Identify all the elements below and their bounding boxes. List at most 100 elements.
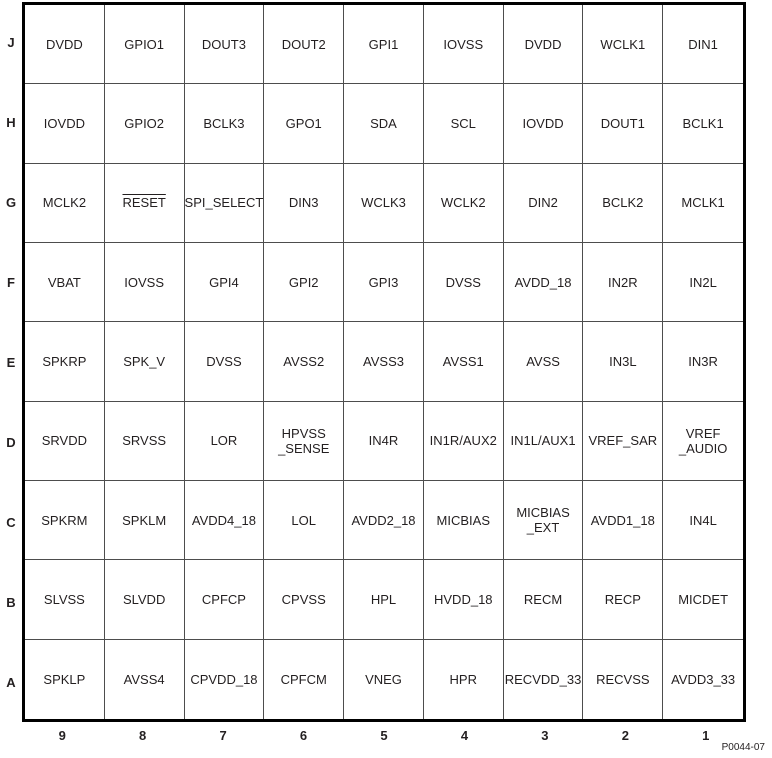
pin-name: GPO1 xyxy=(285,115,322,131)
ball-H3: IOVDD xyxy=(503,84,584,164)
pin-name: GPI3 xyxy=(368,274,399,290)
pin-name: CPVDD_18 xyxy=(190,671,258,687)
pin-name: SLVDD xyxy=(122,591,166,607)
pin-name: SPKRP xyxy=(42,353,87,369)
pin-name: SLVSS xyxy=(43,591,85,607)
col-label-3: 3 xyxy=(541,727,549,743)
pin-name: IN4R xyxy=(368,433,399,449)
col-label-2: 2 xyxy=(621,727,629,743)
pin-name: WCLK2 xyxy=(440,195,486,211)
pin-name: GPI1 xyxy=(368,36,399,52)
pin-name: HPVSS _SENSE xyxy=(278,425,330,456)
pin-name: HVDD_18 xyxy=(434,591,493,607)
ball-D2: VREF_SAR xyxy=(583,401,664,481)
pin-name: HPL xyxy=(370,591,397,607)
ball-E4: AVSS1 xyxy=(423,322,504,402)
pin-name: DIN3 xyxy=(288,195,319,211)
pin-name: AVSS4 xyxy=(123,671,165,687)
pin-name: IN2R xyxy=(608,274,638,290)
ball-H7: BCLK3 xyxy=(184,84,265,164)
pin-name: AVSS3 xyxy=(363,353,404,369)
ball-E5: AVSS3 xyxy=(344,322,424,402)
ball-B7: CPFCP xyxy=(184,560,265,640)
ball-B1: MICDET xyxy=(663,560,743,640)
pin-name: DIN1 xyxy=(688,36,718,52)
ball-A3: RECVDD_33 xyxy=(504,639,584,719)
ball-B9: SLVSS xyxy=(25,560,105,640)
pin-name: DOUT2 xyxy=(281,36,326,52)
ball-C4: MICBIAS xyxy=(423,481,504,561)
pin-name: IOVDD xyxy=(43,115,85,131)
pin-name: IN3R xyxy=(688,353,718,369)
ball-H5: SDA xyxy=(344,84,424,164)
ball-A1: AVDD3_33 xyxy=(663,640,743,719)
ball-F9: VBAT xyxy=(25,243,105,323)
ball-B8: SLVDD xyxy=(104,560,185,640)
ball-C1: IN4L xyxy=(663,481,743,561)
ball-C3: MICBIAS _EXT xyxy=(503,481,584,561)
pin-name: SRVDD xyxy=(41,433,88,449)
pin-name: AVSS xyxy=(526,353,560,369)
pin-name: IN3L xyxy=(609,353,637,369)
row-label-J: J xyxy=(7,34,15,50)
pin-name: AVDD_18 xyxy=(514,274,572,290)
ball-B4: HVDD_18 xyxy=(423,560,504,640)
pin-name: LOL xyxy=(291,512,316,528)
pin-name: BCLK2 xyxy=(602,195,644,211)
pin-name: GPIO1 xyxy=(124,36,165,52)
ball-E3: AVSS xyxy=(503,322,584,402)
ball-G4: WCLK2 xyxy=(423,163,504,243)
ball-D8: SRVSS xyxy=(104,401,185,481)
row-label-column: J H G F E D C B A xyxy=(0,2,22,722)
pin-name: RECVSS xyxy=(596,671,650,687)
ball-G9: MCLK2 xyxy=(25,163,105,243)
ball-J4: IOVSS xyxy=(423,5,504,85)
ball-G3: DIN2 xyxy=(503,163,584,243)
ball-F8: IOVSS xyxy=(104,243,185,323)
ball-E1: IN3R xyxy=(663,322,743,402)
pin-name: RECVDD_33 xyxy=(504,671,582,687)
row-label-A: A xyxy=(6,674,16,690)
pin-name: WCLK1 xyxy=(600,36,646,52)
ball-G6: DIN3 xyxy=(264,163,345,243)
pin-name: SRVSS xyxy=(122,433,167,449)
pin-name: DVDD xyxy=(45,36,83,52)
ball-E7: DVSS xyxy=(184,322,265,402)
col-label-row: 9 8 7 6 5 4 3 2 1 xyxy=(22,724,746,746)
ball-B3: RECM xyxy=(503,560,584,640)
pin-name: MICBIAS _EXT xyxy=(516,505,570,536)
pin-name: GPI2 xyxy=(288,274,319,290)
row-label-B: B xyxy=(6,594,16,610)
ball-F3: AVDD_18 xyxy=(503,243,584,323)
pin-name: GPI4 xyxy=(209,274,239,290)
pin-name: CPFCP xyxy=(201,591,246,607)
pin-name: DOUT1 xyxy=(600,115,645,131)
pin-name: VREF _AUDIO xyxy=(678,425,728,456)
ball-H2: DOUT1 xyxy=(583,84,664,164)
ball-B5: HPL xyxy=(344,560,424,640)
ball-C2: AVDD1_18 xyxy=(583,481,664,561)
ball-B2: RECP xyxy=(583,560,664,640)
ball-H9: IOVDD xyxy=(25,84,105,164)
ball-J6: DOUT2 xyxy=(264,5,345,85)
ball-A5: VNEG xyxy=(344,639,424,719)
pin-name: CPVSS xyxy=(281,591,326,607)
ball-D6: HPVSS _SENSE xyxy=(264,401,345,481)
ball-G7: SPI_SELECT xyxy=(184,163,265,243)
bga-pin-grid: DVDD GPIO1 DOUT3 DOUT2 GPI1 IOVSS DVDD WCLK1 DIN… xyxy=(22,2,746,722)
ball-H6: GPO1 xyxy=(264,84,345,164)
ball-A2: RECVSS xyxy=(583,639,664,719)
pin-name: IOVSS xyxy=(124,274,165,290)
ball-E6: AVSS2 xyxy=(264,322,345,402)
ball-J5: GPI1 xyxy=(344,5,424,85)
pin-name: MCLK1 xyxy=(681,195,725,211)
pin-name: MCLK2 xyxy=(42,195,87,211)
ball-A6: CPFCM xyxy=(264,639,345,719)
row-label-H: H xyxy=(6,114,16,130)
pin-name: IN4L xyxy=(689,512,717,528)
pin-name: IOVDD xyxy=(522,115,564,131)
col-label-8: 8 xyxy=(139,727,147,743)
row-label-G: G xyxy=(5,194,17,210)
pin-name: VBAT xyxy=(47,274,81,290)
pin-name: SPKLP xyxy=(43,671,86,687)
